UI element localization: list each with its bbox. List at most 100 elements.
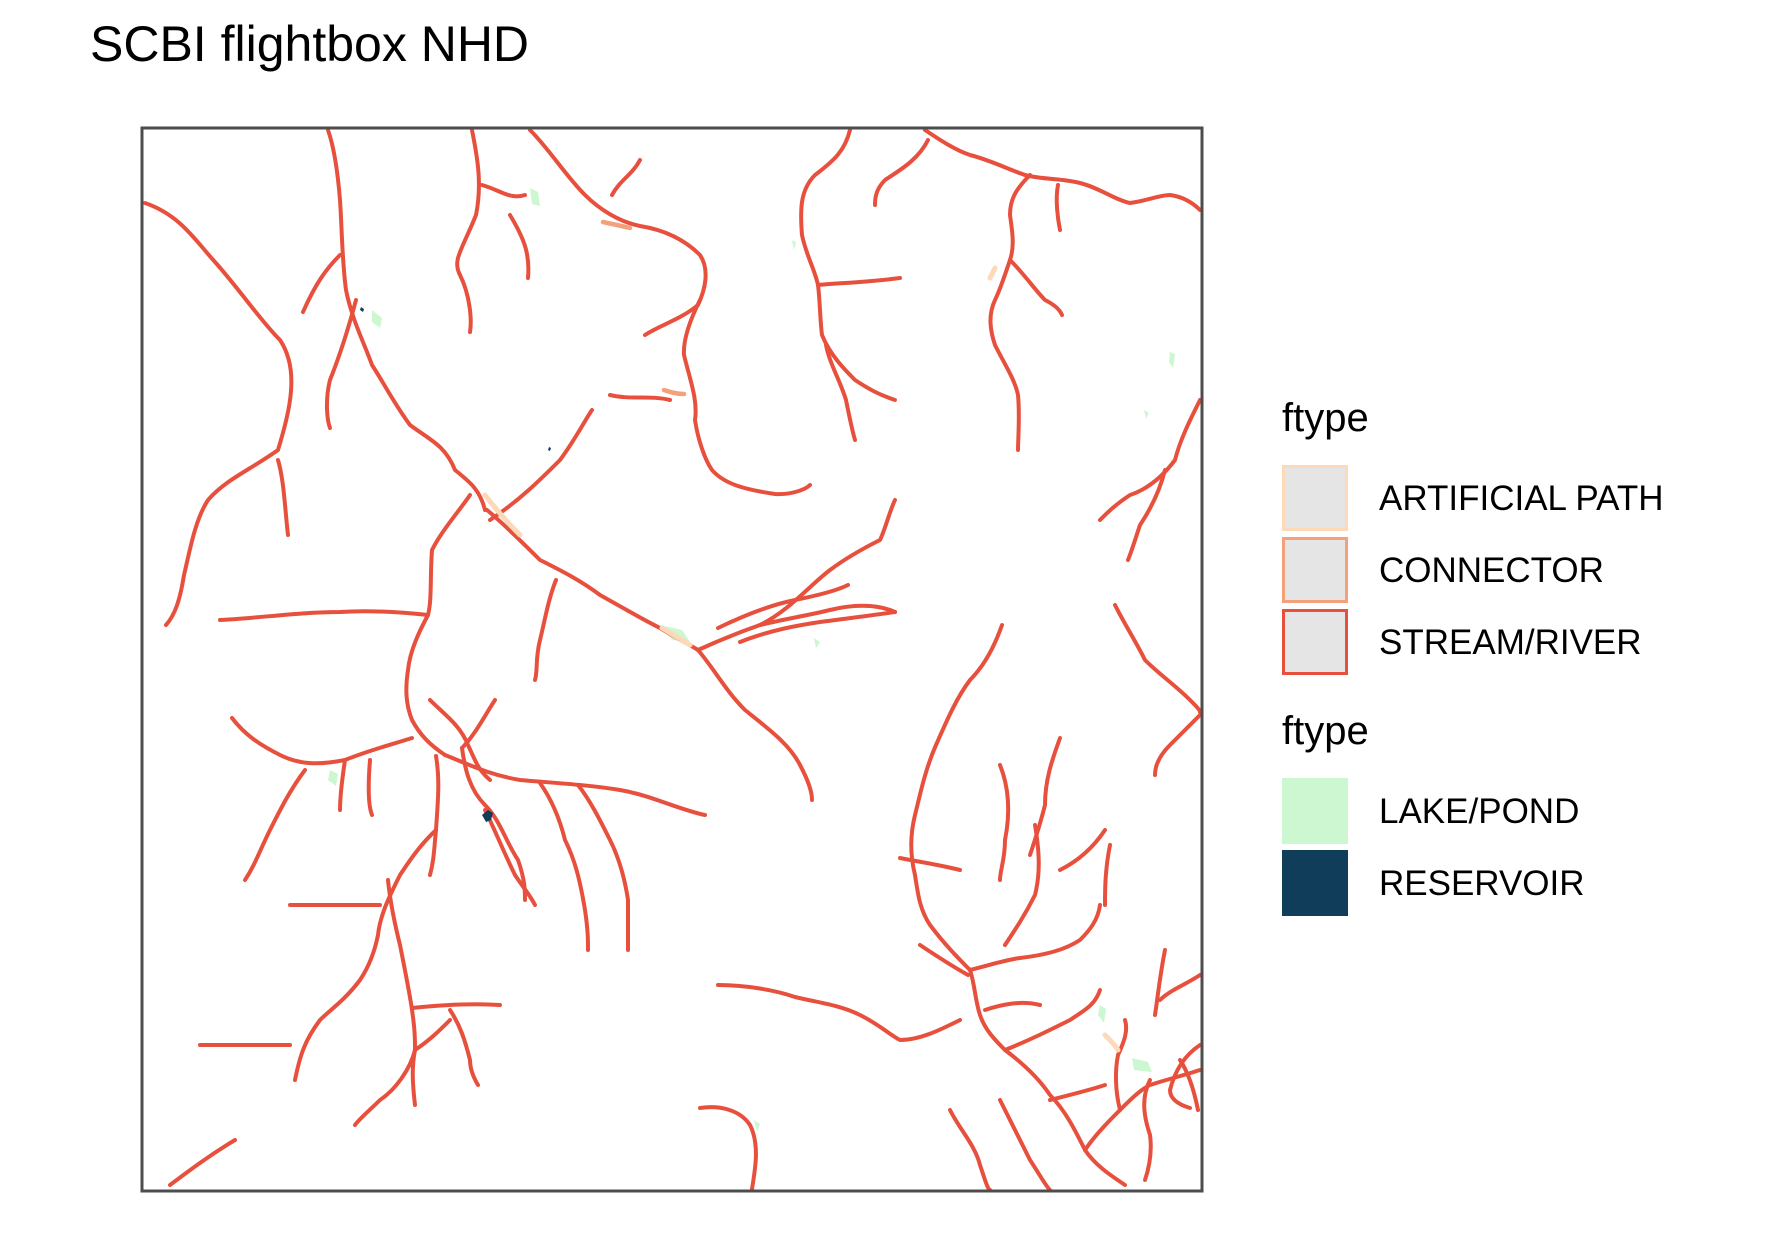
artificial-path — [482, 492, 523, 538]
stream-river — [1008, 258, 1064, 317]
connector — [600, 219, 633, 231]
connector-swatch — [1282, 537, 1348, 603]
stream-river — [218, 609, 430, 622]
stream-river — [1126, 468, 1167, 562]
stream-river — [983, 1000, 1042, 1012]
stream-river — [1168, 1043, 1202, 1110]
stream-river — [404, 493, 472, 757]
stream-river — [716, 983, 962, 1042]
reservoir — [548, 447, 551, 451]
artificial-path — [987, 265, 998, 281]
reservoir-swatch — [1282, 850, 1348, 916]
stream-river-lines — [143, 128, 1202, 1191]
lake-pond — [1132, 1058, 1152, 1072]
stream-river — [681, 298, 812, 497]
stream-river — [353, 1048, 417, 1127]
stream-river — [1153, 948, 1167, 1017]
stream-river — [1178, 1058, 1200, 1112]
stream-river — [998, 1098, 1052, 1191]
legend-label: CONNECTOR — [1379, 551, 1604, 590]
stream-river — [898, 856, 962, 872]
stream-river — [366, 758, 374, 817]
stream-river — [143, 201, 294, 627]
legend-item-reservoir: RESERVOIR — [1282, 850, 1722, 920]
stream-river — [1003, 823, 1041, 947]
stream-river — [168, 1138, 237, 1187]
lake-pond — [754, 1120, 760, 1132]
stream-river — [918, 943, 970, 977]
stream-river — [533, 578, 558, 682]
legend-label: ARTIFICIAL PATH — [1379, 479, 1664, 518]
legend-item-connector: CONNECTOR — [1282, 537, 1722, 607]
stream-river — [413, 1018, 452, 1052]
stream-river — [538, 781, 590, 952]
stream-river — [1058, 828, 1107, 872]
stream-river — [1142, 1078, 1153, 1182]
lake-pond-polygons — [328, 188, 1175, 1132]
stream-river-swatch — [1282, 609, 1348, 675]
lake-pond — [1169, 352, 1175, 368]
stream-river — [824, 343, 857, 442]
artificial-path — [1102, 1032, 1121, 1053]
stream-river — [410, 1002, 502, 1010]
stream-river — [230, 716, 414, 766]
stream-river — [326, 128, 487, 512]
stream-river — [1003, 988, 1102, 1052]
flowline-legend-title: ftype — [1282, 396, 1369, 440]
lake-pond — [328, 770, 338, 786]
stream-river — [455, 128, 481, 334]
stream-river — [338, 758, 347, 812]
stream-river — [1103, 843, 1112, 907]
stream-river — [410, 1048, 417, 1107]
stream-river — [483, 808, 537, 907]
stream-river — [1113, 1018, 1129, 1112]
lake-pond — [814, 638, 820, 648]
lake-pond — [1144, 410, 1149, 419]
reservoir-polygons — [360, 307, 551, 822]
plot-title: SCBI flightbox NHD — [90, 16, 530, 72]
connector-lines — [600, 219, 687, 397]
stream-river — [738, 610, 897, 644]
stream-river — [1098, 398, 1202, 522]
stream-river — [948, 1108, 992, 1191]
legend-label: RESERVOIR — [1379, 864, 1585, 903]
stream-river — [799, 128, 897, 402]
stream-river — [528, 128, 708, 337]
stream-river — [1158, 973, 1202, 1002]
stream-river — [923, 128, 1202, 212]
stream-river — [460, 698, 497, 750]
stream-river — [386, 878, 417, 1052]
lake-pond — [792, 240, 796, 250]
artificial-path — [659, 625, 693, 648]
stream-river — [909, 623, 1127, 1187]
artificial-path-lines — [482, 265, 1121, 1053]
stream-river — [1048, 1083, 1107, 1102]
legend-item-lake-pond: LAKE/POND — [1282, 778, 1722, 848]
artificial-path-swatch — [1282, 465, 1348, 531]
legend-label: STREAM/RIVER — [1379, 623, 1642, 662]
reservoir — [360, 307, 364, 312]
stream-river — [293, 828, 438, 1082]
stream-river — [696, 498, 897, 652]
lake-pond — [1098, 1005, 1106, 1023]
stream-river — [758, 603, 897, 627]
stream-river — [610, 158, 642, 197]
stream-river — [428, 754, 441, 877]
stream-river — [325, 298, 358, 430]
legend-item-artificial-path: ARTIFICIAL PATH — [1282, 465, 1722, 535]
stream-river — [1113, 603, 1202, 714]
stream-river — [608, 393, 672, 402]
stream-river — [998, 763, 1011, 882]
stream-river — [1028, 736, 1062, 857]
stream-river — [968, 903, 1102, 972]
stream-river — [1054, 183, 1062, 232]
stream-river — [488, 408, 594, 522]
lake-pond — [530, 188, 540, 206]
stream-river — [480, 183, 527, 199]
stream-river — [428, 698, 492, 782]
waterbody-legend-title: ftype — [1282, 709, 1369, 753]
stream-river — [508, 213, 531, 280]
legend-label: LAKE/POND — [1379, 792, 1580, 831]
stream-river — [988, 173, 1032, 452]
map-frame — [140, 126, 1204, 1193]
